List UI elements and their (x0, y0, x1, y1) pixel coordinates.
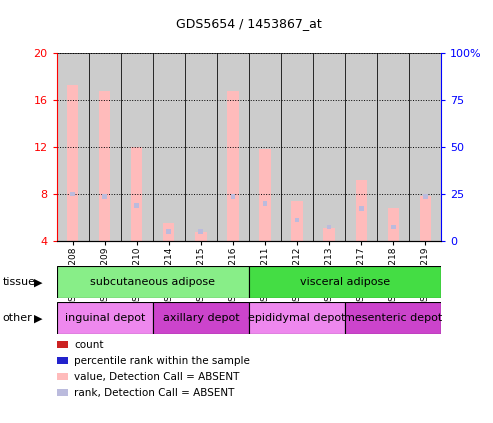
Bar (355, 180, 367, 241)
Text: rank, Detection Call = ABSENT: rank, Detection Call = ABSENT (74, 388, 234, 398)
Bar (227, 91, 239, 241)
Bar (345, 302, 441, 334)
Bar (99, 91, 110, 241)
Text: GDS5654 / 1453867_at: GDS5654 / 1453867_at (176, 17, 322, 30)
Bar (163, 223, 175, 241)
Bar (263, 201, 267, 206)
Bar (153, 53, 185, 241)
Bar (135, 203, 139, 208)
Bar (57, 53, 89, 241)
Text: visceral adipose: visceral adipose (300, 277, 390, 287)
Text: value, Detection Call = ABSENT: value, Detection Call = ABSENT (74, 372, 239, 382)
Bar (153, 302, 249, 334)
Bar (199, 229, 203, 234)
Bar (167, 229, 171, 234)
Bar (67, 85, 78, 241)
Bar (131, 147, 142, 241)
Bar (323, 228, 335, 241)
Bar (295, 217, 299, 222)
Bar (70, 192, 75, 196)
Bar (57, 302, 153, 334)
Text: mesenteric depot: mesenteric depot (344, 313, 442, 323)
Text: tissue: tissue (2, 277, 35, 287)
Bar (387, 208, 399, 241)
Bar (291, 201, 303, 241)
Bar (391, 225, 395, 229)
Bar (313, 53, 345, 241)
Bar (195, 232, 207, 241)
Bar (231, 194, 235, 199)
Bar (103, 194, 107, 199)
Text: other: other (2, 313, 32, 323)
Bar (249, 302, 345, 334)
Bar (377, 53, 409, 241)
Text: epididymal depot: epididymal depot (248, 313, 346, 323)
Text: subcutaneous adipose: subcutaneous adipose (90, 277, 215, 287)
Text: ▶: ▶ (34, 313, 42, 323)
Bar (259, 149, 271, 241)
Bar (345, 53, 377, 241)
Bar (281, 53, 313, 241)
Bar (359, 206, 363, 211)
Text: inguinal depot: inguinal depot (65, 313, 145, 323)
Bar (57, 266, 249, 298)
Text: percentile rank within the sample: percentile rank within the sample (74, 356, 250, 366)
Text: count: count (74, 340, 104, 350)
Bar (249, 266, 441, 298)
Bar (89, 53, 121, 241)
Bar (185, 53, 217, 241)
Bar (423, 194, 427, 199)
Bar (409, 53, 441, 241)
Text: ▶: ▶ (34, 277, 42, 287)
Bar (249, 53, 281, 241)
Bar (121, 53, 153, 241)
Bar (217, 53, 249, 241)
Text: axillary depot: axillary depot (163, 313, 239, 323)
Bar (420, 196, 431, 241)
Bar (327, 225, 331, 229)
